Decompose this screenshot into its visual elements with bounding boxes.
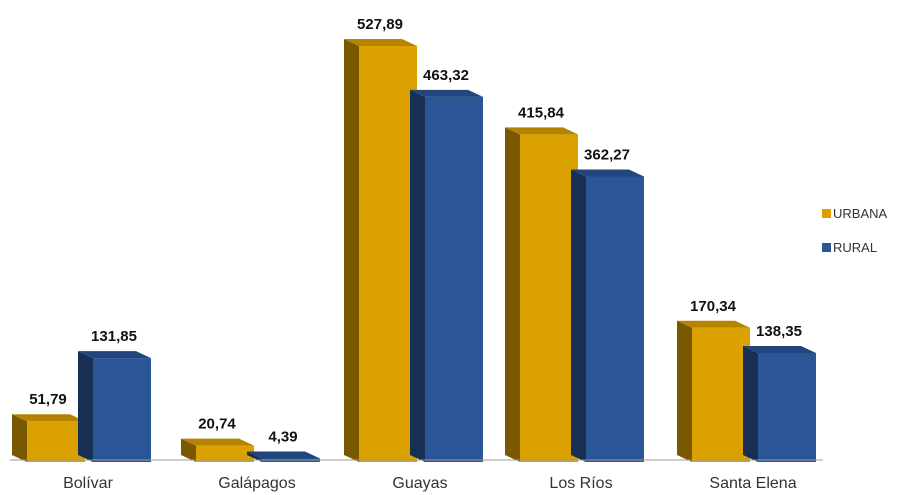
bar-side-face: [12, 414, 27, 462]
bar-urbana-bolivar: [12, 414, 85, 462]
category-label-galapagos: Galápagos: [218, 475, 295, 492]
bar-top-face: [743, 345, 816, 353]
bar-rural-guayas: [410, 89, 483, 462]
bar-top-face: [505, 127, 578, 135]
bar-front-face: [425, 96, 483, 462]
bar-side-face: [571, 169, 586, 462]
bar-rural-santa-elena: [743, 345, 816, 462]
legend-swatch-rural: [822, 242, 831, 252]
legend-item-rural: RURAL: [822, 238, 887, 256]
data-label-urbana-santa-elena: 170,34: [690, 298, 737, 315]
bar-side-face: [743, 345, 758, 462]
bar-side-face: [181, 438, 196, 462]
legend-label-urbana: URBANA: [833, 205, 888, 221]
data-labels-group: 51,79 131,85 20,74 4,39 527,89 463,32 415,84 36…: [29, 16, 802, 446]
data-label-rural-santa-elena: 138,35: [756, 323, 802, 340]
bar-front-face: [692, 327, 750, 462]
bar-top-face: [181, 438, 254, 446]
legend-swatch-urbana: [822, 208, 831, 218]
bar-side-face: [344, 39, 359, 463]
bar-side-face: [505, 127, 520, 462]
bar-urbana-guayas: [344, 39, 417, 463]
legend-item-urbana: URBANA: [822, 204, 887, 222]
bars-group: [12, 39, 816, 463]
data-label-urbana-galapagos: 20,74: [198, 416, 236, 433]
bar-side-face: [78, 351, 93, 462]
category-label-los-rios: Los Ríos: [549, 475, 612, 492]
bar-rural-los-rios: [571, 169, 644, 462]
bar-top-face: [344, 39, 417, 47]
bar-urbana-galapagos: [181, 438, 254, 462]
bar-rural-galapagos: [247, 451, 320, 462]
data-label-urbana-bolivar: 51,79: [29, 391, 67, 408]
category-label-bolivar: Bolívar: [63, 475, 113, 492]
category-labels-group: Bolívar Galápagos Guayas Los Ríos Santa Elen…: [63, 475, 797, 492]
data-label-rural-guayas: 463,32: [423, 67, 469, 84]
data-label-rural-galapagos: 4,39: [268, 429, 297, 446]
bar-top-face: [571, 169, 644, 177]
bar-rural-bolivar: [78, 351, 151, 462]
data-label-rural-los-rios: 362,27: [584, 147, 630, 164]
bar-top-face: [410, 89, 483, 97]
category-label-santa-elena: Santa Elena: [709, 475, 796, 492]
bar-side-face: [247, 451, 262, 462]
legend-label-rural: RURAL: [833, 239, 878, 255]
bar-urbana-los-rios: [505, 127, 578, 462]
category-label-guayas: Guayas: [392, 475, 447, 492]
legend: URBANA RURAL: [822, 204, 887, 272]
bar-top-face: [677, 320, 750, 328]
data-label-rural-bolivar: 131,85: [91, 328, 137, 345]
bar-side-face: [410, 89, 425, 462]
bar-front-face: [758, 352, 816, 462]
bar-top-face: [12, 414, 85, 422]
bar-side-face: [677, 320, 692, 462]
bar-front-face: [196, 445, 254, 462]
bar-front-face: [27, 421, 85, 462]
bar-front-face: [359, 46, 417, 463]
bar-top-face: [247, 451, 320, 459]
bar-top-face: [78, 351, 151, 359]
data-label-urbana-los-rios: 415,84: [518, 104, 565, 121]
bar-front-face: [93, 358, 151, 462]
bar-front-face: [520, 134, 578, 462]
data-label-urbana-guayas: 527,89: [357, 16, 403, 33]
bar-urbana-santa-elena: [677, 320, 750, 462]
bar-front-face: [586, 176, 644, 462]
